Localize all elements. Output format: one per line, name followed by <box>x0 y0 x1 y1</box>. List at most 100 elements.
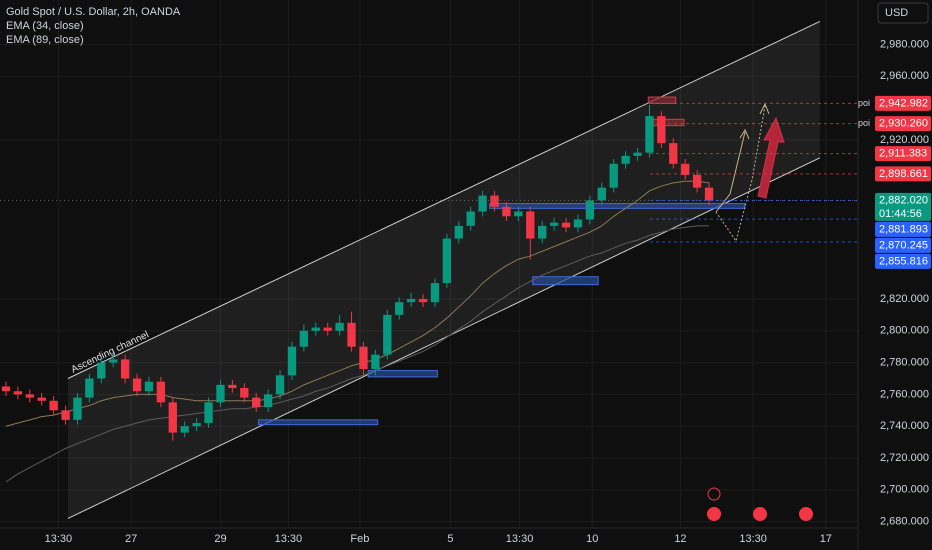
candle-body <box>538 225 547 239</box>
y-tick-label: 2,980.000 <box>880 38 929 50</box>
candle-body <box>597 187 606 201</box>
candle-body <box>299 330 309 347</box>
event-icon[interactable] <box>799 507 813 521</box>
candle-body <box>692 174 702 188</box>
x-tick-label: 12 <box>674 533 686 545</box>
price-label-box <box>875 166 931 182</box>
currency: USD <box>885 7 908 19</box>
candle-body <box>85 378 94 398</box>
candle-body <box>25 394 34 398</box>
candle-body <box>132 378 142 392</box>
candle-body <box>430 283 440 303</box>
candle-body <box>371 354 380 369</box>
price-label-box <box>875 192 931 221</box>
price-label-box <box>875 237 931 253</box>
price-label-box <box>875 95 931 111</box>
legend-entry: EMA (34, close) <box>6 20 84 32</box>
candle-body <box>323 327 332 331</box>
y-tick-label: 2,800.000 <box>880 325 929 337</box>
candle-body <box>669 143 678 164</box>
candle-body <box>645 116 654 153</box>
candle-body <box>561 222 571 228</box>
zone <box>258 419 379 426</box>
candle-body <box>442 238 452 284</box>
candle-body <box>514 211 523 217</box>
candle-body <box>97 362 106 379</box>
x-tick-label: 13:30 <box>739 533 767 545</box>
channel-line <box>67 21 821 379</box>
candle-body <box>406 298 416 303</box>
price-label: 2,911.383 <box>879 148 927 160</box>
arrow-head <box>739 128 750 140</box>
ema-line <box>5 180 710 427</box>
projection-path <box>715 131 746 213</box>
candle-body <box>490 195 499 207</box>
price-label-box <box>875 221 931 237</box>
candle-body <box>180 426 189 433</box>
candle-body <box>478 195 487 212</box>
candle-body <box>252 397 261 408</box>
candle-body <box>704 187 714 201</box>
events <box>707 487 813 521</box>
candle-body <box>347 322 356 347</box>
y-tick-label: 2,740.000 <box>880 420 929 432</box>
plot-area: Ascending channel <box>0 0 858 528</box>
legend-entry: EMA (89, close) <box>6 34 84 46</box>
price-label: 2,898.661 <box>879 168 928 180</box>
zone <box>367 370 438 378</box>
zone <box>651 118 685 127</box>
candle-body <box>49 400 58 411</box>
x-tick-label: 27 <box>125 533 137 545</box>
y-tick-label: 2,760.000 <box>880 388 929 400</box>
y-tick-label: 2,820.000 <box>880 293 929 305</box>
candle-body <box>275 375 285 395</box>
price-label-box <box>875 146 931 162</box>
arrow-head <box>759 102 770 115</box>
candle-body <box>192 423 201 427</box>
candle-body <box>120 359 130 379</box>
candle-body <box>549 222 559 226</box>
y-tick-label: 2,780.000 <box>880 357 929 369</box>
candle-body <box>216 384 225 403</box>
price-label: 2,855.816 <box>879 255 928 267</box>
candle-body <box>37 397 46 401</box>
y-tick-label: 2,700.000 <box>880 484 929 496</box>
level-tag: poi <box>858 98 870 108</box>
x-tick-label: 13:30 <box>275 533 303 545</box>
candle-body <box>168 402 177 433</box>
candle-body <box>383 314 392 355</box>
candle-body <box>311 327 320 331</box>
currency-button[interactable] <box>877 2 929 24</box>
x-tick-label: Feb <box>350 533 369 545</box>
candle-body <box>109 359 118 363</box>
candle-body <box>621 155 630 164</box>
candle-body <box>240 388 249 398</box>
price-label: 2,881.893 <box>879 223 928 235</box>
candle-body <box>13 391 23 395</box>
x-tick-label: 17 <box>820 533 832 545</box>
candle-body <box>502 206 511 217</box>
event-icon[interactable] <box>707 507 721 521</box>
x-tick-label: 29 <box>214 533 226 545</box>
candle-body <box>454 225 463 239</box>
price-label: 2,930.260 <box>879 118 928 130</box>
candle-body <box>263 394 273 408</box>
channel-line <box>67 157 821 519</box>
y-tick-label: 2,920.000 <box>880 134 929 146</box>
candle-body <box>61 410 70 420</box>
candle-body <box>395 302 404 315</box>
candle-body <box>466 211 475 226</box>
projection-path <box>715 105 766 243</box>
chart-title: Gold Spot / U.S. Dollar, 2h, OANDA <box>6 6 181 18</box>
zone <box>532 276 599 286</box>
zone <box>489 203 746 209</box>
countdown: 01:44:56 <box>879 208 922 220</box>
event-icon[interactable] <box>707 487 721 501</box>
candle-body <box>144 381 154 392</box>
candle-body <box>573 219 583 228</box>
candle-body <box>609 163 618 188</box>
price-label: 2,870.245 <box>879 239 928 251</box>
candle-body <box>585 200 595 220</box>
event-icon[interactable] <box>753 507 767 521</box>
